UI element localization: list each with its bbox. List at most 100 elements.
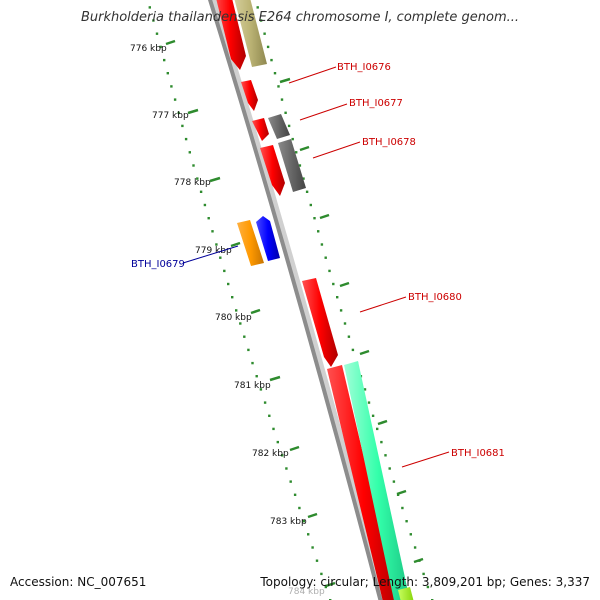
ring-dot bbox=[211, 230, 214, 233]
ring-dot bbox=[363, 388, 367, 391]
backbone-shadow bbox=[209, 0, 388, 600]
tick-label-779: 779 kbp bbox=[195, 246, 232, 256]
inner-tick-ring bbox=[148, 6, 332, 600]
feature-khaki bbox=[234, 0, 267, 67]
accession-value: NC_007651 bbox=[77, 575, 147, 589]
ring-dot bbox=[317, 230, 320, 233]
ring-dot bbox=[328, 269, 331, 273]
ring-dot bbox=[351, 348, 355, 352]
feature-lime bbox=[398, 587, 414, 600]
ring-dot bbox=[163, 58, 166, 62]
ring-dot bbox=[276, 440, 279, 444]
ring-dot bbox=[332, 282, 335, 286]
ring-dot bbox=[388, 467, 391, 470]
ring-dot bbox=[199, 190, 203, 193]
gene-label-BTH_I0680: BTH_I0680 bbox=[408, 292, 462, 303]
ring-dot bbox=[152, 19, 155, 22]
ring-dot bbox=[320, 572, 323, 576]
tick-label-781: 781 kbp bbox=[234, 381, 271, 391]
ring-dot bbox=[273, 72, 277, 75]
ring-dot bbox=[371, 414, 375, 417]
tick-781: 781 kbp bbox=[234, 375, 281, 391]
ring-dot bbox=[289, 480, 292, 483]
ring-dot bbox=[401, 506, 404, 510]
tick-label-778: 778 kbp bbox=[174, 178, 211, 188]
ring-dot bbox=[280, 98, 284, 101]
ring-dot bbox=[239, 322, 242, 325]
ring-dot bbox=[251, 361, 254, 365]
ring-dot bbox=[409, 533, 412, 536]
ring-dot bbox=[155, 32, 159, 35]
ring-dot bbox=[343, 322, 347, 325]
ring-dot bbox=[177, 111, 180, 114]
ring-dot bbox=[309, 203, 312, 207]
ring-dot bbox=[173, 98, 177, 101]
map-title: Burkholderia thailandensis E264 chromoso… bbox=[80, 10, 520, 25]
ring-dot bbox=[376, 427, 379, 431]
ring-dot bbox=[291, 137, 294, 141]
ring-dot bbox=[298, 506, 301, 510]
tick-780: 780 kbp bbox=[215, 308, 261, 323]
ring-dot bbox=[298, 164, 302, 167]
ring-dot bbox=[227, 282, 230, 286]
ring-dot bbox=[148, 6, 151, 9]
ring-dot bbox=[181, 124, 184, 128]
ring-dot bbox=[405, 520, 408, 523]
gene-label-group-BTH_I0677: BTH_I0677 bbox=[299, 98, 403, 121]
gene-arrow-BTH_I0678 bbox=[252, 118, 269, 141]
ring-dot bbox=[336, 296, 339, 299]
tick-779: 779 kbp bbox=[195, 241, 241, 256]
gene-label-group-BTH_I0676: BTH_I0676 bbox=[288, 62, 391, 84]
accession-info: Accession: NC_007651 bbox=[10, 575, 146, 589]
tick-label-780: 780 kbp bbox=[215, 313, 252, 323]
ring-dot bbox=[170, 85, 173, 88]
ring-dot bbox=[315, 559, 319, 562]
ring-dot bbox=[380, 440, 383, 444]
ring-dot bbox=[263, 401, 267, 404]
gene-arrow-BTH_I0678b bbox=[260, 145, 285, 196]
ring-dot bbox=[215, 243, 218, 246]
ring-dot bbox=[311, 546, 314, 549]
backbone bbox=[207, 0, 383, 600]
ring-dot bbox=[268, 414, 271, 417]
ring-dot bbox=[259, 388, 263, 391]
ring-dot bbox=[320, 243, 324, 246]
tick-label-782: 782 kbp bbox=[252, 449, 289, 459]
tick-777: 777 kbp bbox=[152, 108, 199, 121]
gene-label-BTH_I0681: BTH_I0681 bbox=[451, 448, 505, 459]
tick-783: 783 kbp bbox=[270, 512, 318, 527]
tick-label-784: 784 kbp bbox=[288, 587, 325, 597]
ring-dot bbox=[219, 256, 222, 259]
gene-label-BTH_I0676: BTH_I0676 bbox=[337, 62, 391, 73]
ring-dot bbox=[231, 296, 234, 299]
ring-dot bbox=[324, 585, 327, 589]
tick-label-776: 776 kbp bbox=[130, 44, 167, 54]
tick-784: 784 kbp bbox=[288, 581, 336, 597]
ring-dot bbox=[243, 335, 246, 338]
ring-dot bbox=[184, 137, 188, 141]
ring-dot bbox=[307, 533, 310, 536]
ring-dot bbox=[223, 269, 226, 273]
feature-gray-1 bbox=[268, 114, 290, 139]
tick-778: 778 kbp bbox=[174, 176, 221, 188]
gene-arrow-BTH_I0681 bbox=[327, 365, 398, 600]
ring-dot bbox=[188, 151, 191, 154]
tick-782: 782 kbp bbox=[252, 445, 300, 459]
ring-dot bbox=[277, 85, 280, 88]
ring-dot bbox=[263, 32, 266, 35]
ring-dot bbox=[203, 203, 207, 207]
ring-dot bbox=[422, 572, 425, 576]
gene-arrow-BTH_I0677 bbox=[241, 80, 258, 111]
ring-dot bbox=[426, 585, 430, 589]
ring-dot bbox=[384, 454, 387, 457]
ring-dot bbox=[266, 45, 270, 49]
feature-gray-2 bbox=[278, 139, 306, 192]
gene-label-BTH_I0679: BTH_I0679 bbox=[131, 259, 185, 270]
gene-label-group-BTH_I0679: BTH_I0679 bbox=[131, 245, 239, 270]
ring-dot bbox=[324, 256, 327, 259]
ring-dot bbox=[207, 217, 210, 220]
gene-label-group-BTH_I0681: BTH_I0681 bbox=[401, 448, 505, 468]
ring-dot bbox=[287, 124, 291, 128]
ring-dot bbox=[270, 58, 273, 62]
